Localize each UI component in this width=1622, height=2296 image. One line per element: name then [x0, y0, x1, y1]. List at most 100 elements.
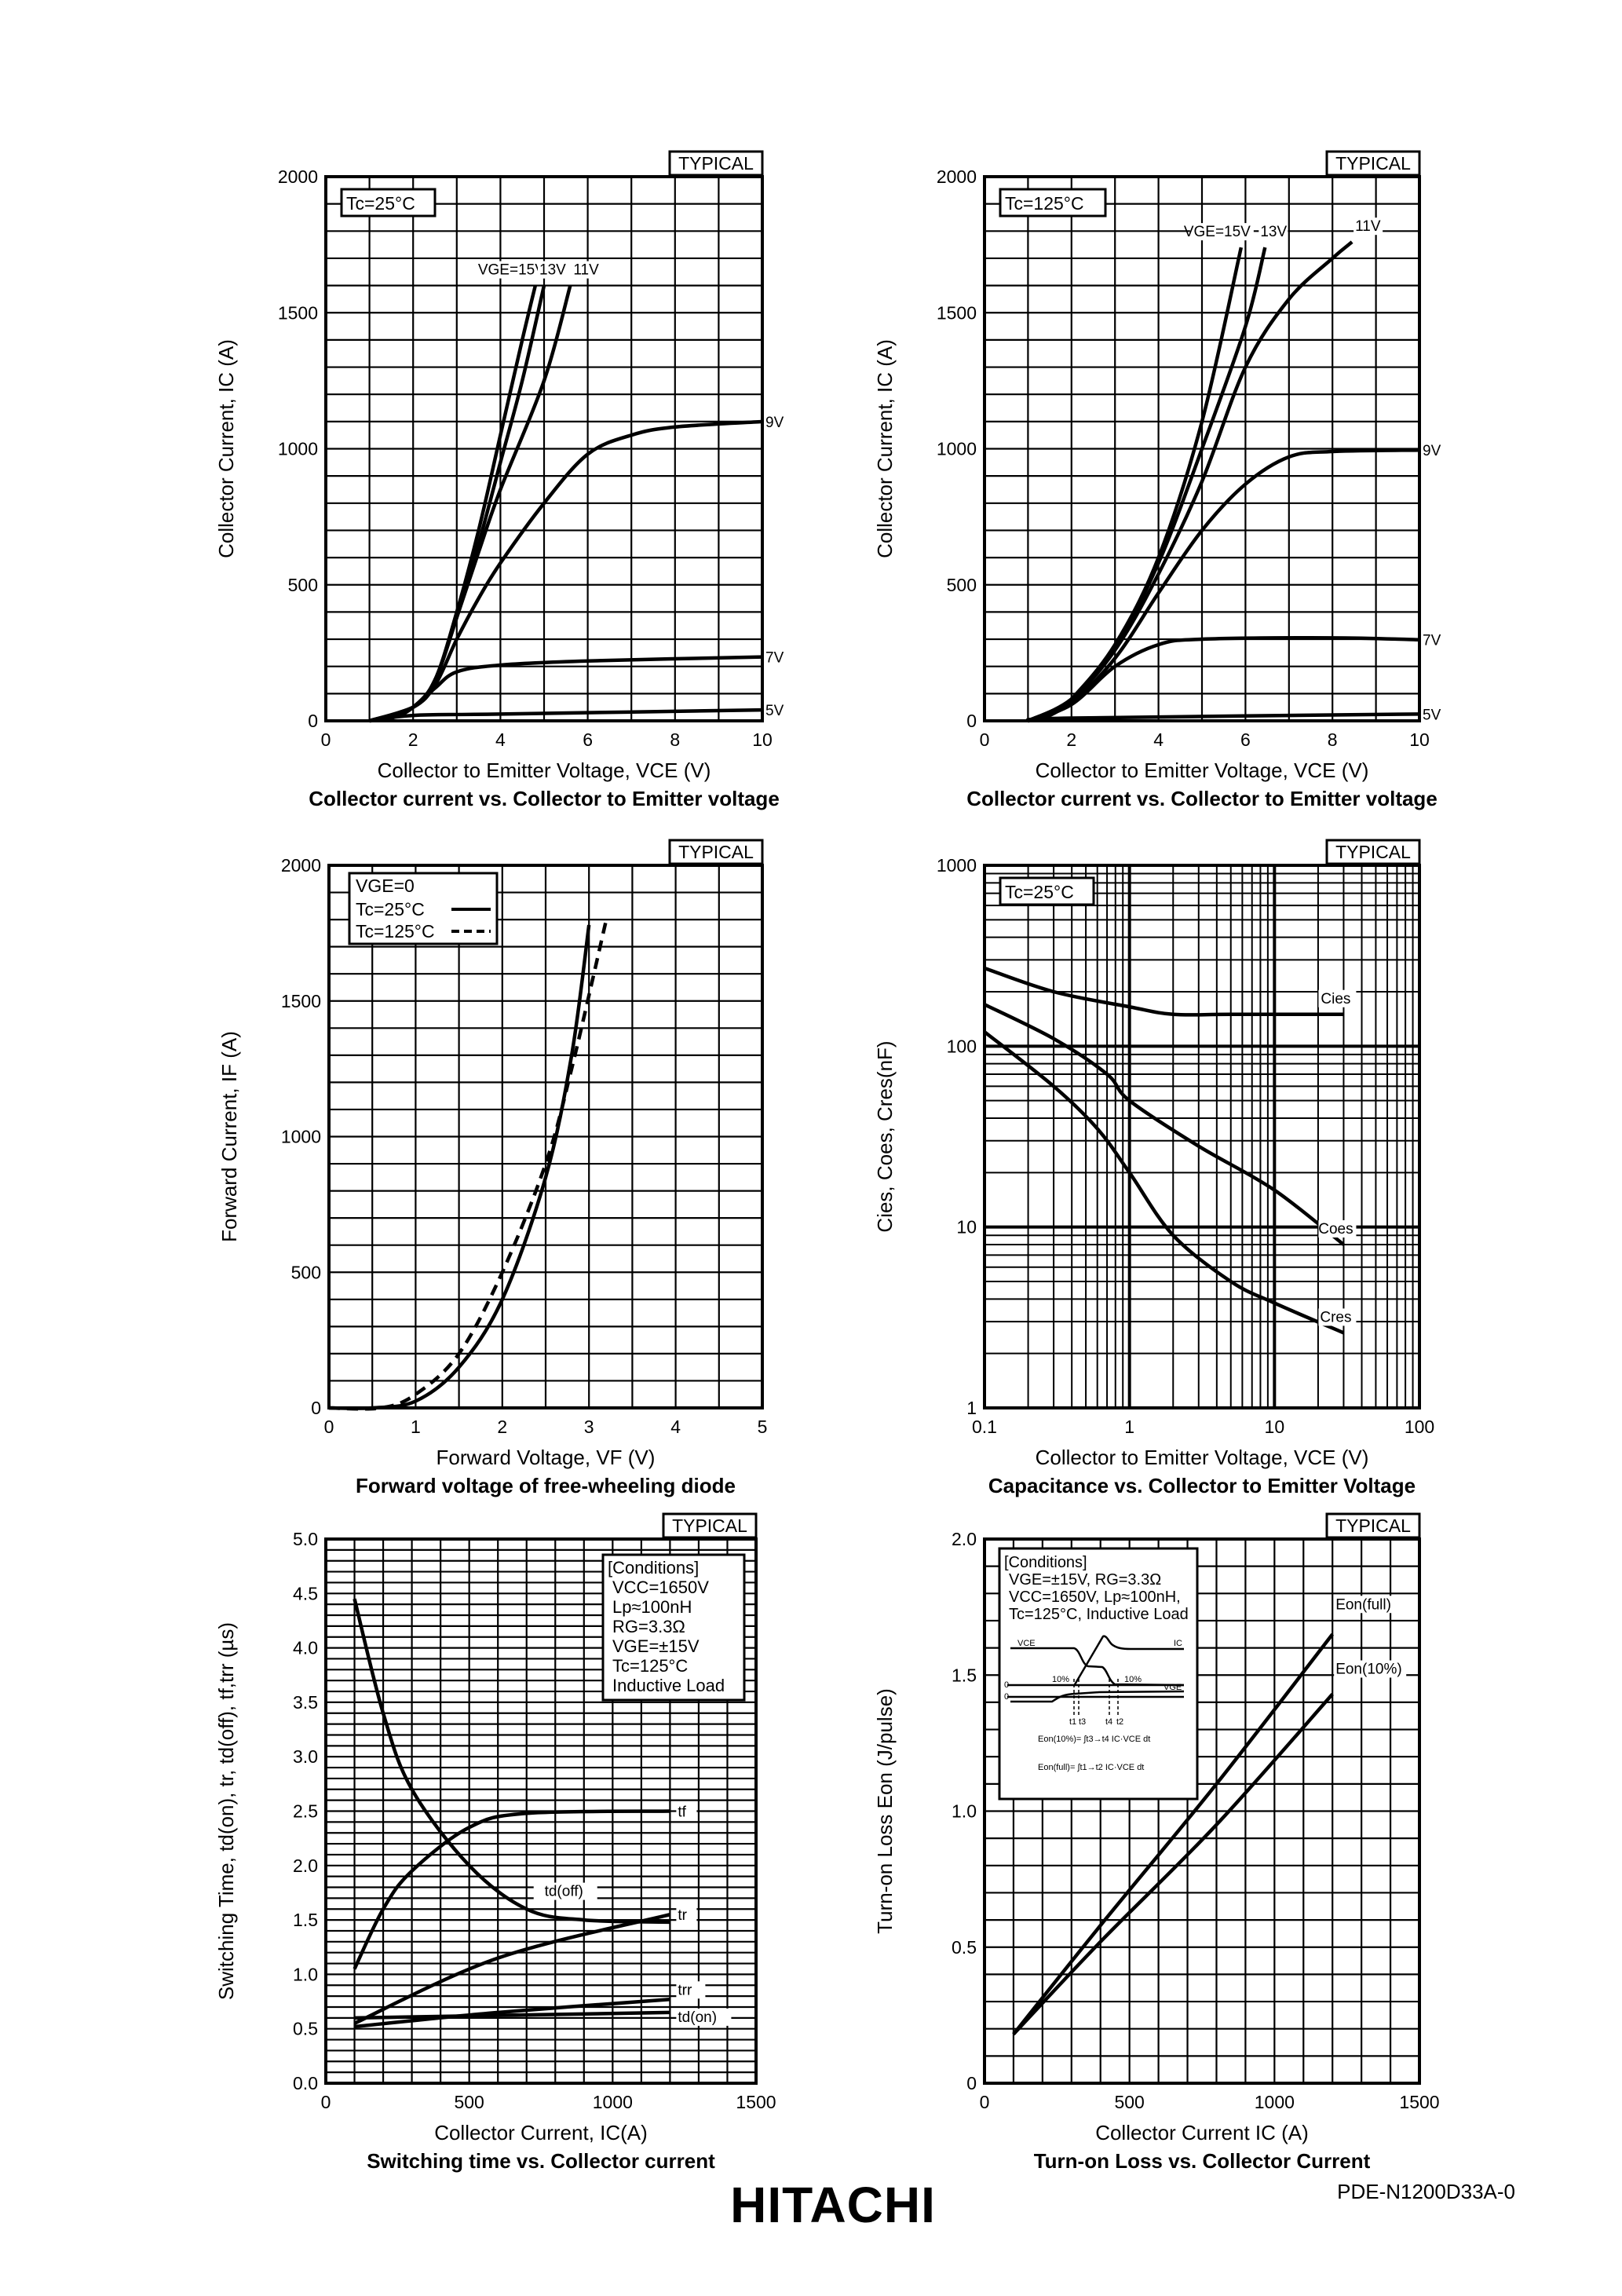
- series-label-bg: [676, 2008, 732, 2026]
- inset-label-pct1: 10%: [1052, 1675, 1069, 1684]
- y-tick-label: 2000: [278, 166, 318, 187]
- grid: [329, 865, 762, 1408]
- chart-title: Switching time vs. Collector current: [367, 2149, 715, 2173]
- series-line-cres: [983, 1030, 1345, 1335]
- series-line-vge-15v: [1027, 247, 1244, 723]
- y-tick-label: 1: [966, 1398, 977, 1418]
- y-tick-label: 500: [288, 575, 318, 595]
- series-line-5v: [369, 707, 763, 723]
- series-line-trr: [354, 1998, 670, 2029]
- y-tick-label: 3.0: [293, 1746, 318, 1767]
- series-label: Cres: [1320, 1309, 1351, 1325]
- series-label: 7V: [765, 650, 784, 667]
- series-label: tr: [678, 1907, 687, 1924]
- chart-title: Collector current vs. Collector to Emitt…: [309, 787, 780, 810]
- y-tick-label: 2000: [281, 855, 321, 876]
- x-tick-label: 4: [495, 729, 506, 750]
- conditions-line: Lp≈100nH: [612, 1597, 692, 1617]
- series-label-bg: [1353, 218, 1383, 236]
- x-tick-label: 2: [497, 1417, 507, 1437]
- inset-label-t4: t4: [1105, 1717, 1112, 1727]
- plot-frame: [983, 864, 1421, 1409]
- series-label-bg: [1334, 1660, 1407, 1678]
- series-label-bg: [572, 261, 601, 279]
- typical-badge: TYPICAL: [678, 842, 754, 862]
- x-tick-label: 500: [1114, 2092, 1144, 2112]
- inset-label-zero2: 0: [1004, 1692, 1009, 1702]
- series-label: td(off): [545, 1884, 583, 1900]
- series-label-bg: [676, 1803, 697, 1821]
- series-label-bg: [1334, 1596, 1416, 1614]
- y-tick-label: 0: [311, 1398, 321, 1418]
- grid: [985, 865, 1419, 1408]
- series-label: trr: [678, 1982, 692, 1998]
- inset-label-vce: VCE: [1017, 1639, 1036, 1648]
- y-tick-label: 0: [966, 711, 977, 731]
- series-line-9v: [368, 419, 763, 723]
- y-axis-label: Turn-on Loss Eon (J/pulse): [873, 1688, 897, 1934]
- legend-entry: Tc=25°C: [356, 899, 425, 919]
- hitachi-logo: HITACHI: [730, 2177, 936, 2233]
- y-tick-label: 1000: [937, 855, 977, 876]
- typical-badge-frame: [1325, 150, 1421, 177]
- x-axis-label: Collector to Emitter Voltage, VCE (V): [1036, 759, 1369, 782]
- x-tick-label: 3: [584, 1417, 594, 1437]
- series-line-vge-15v: [369, 285, 538, 723]
- x-tick-label: 0: [980, 2092, 990, 2112]
- y-tick-label: 1000: [937, 439, 977, 459]
- temperature-box: [999, 188, 1107, 218]
- y-tick-label: 4.0: [293, 1638, 318, 1658]
- x-tick-label: 8: [1328, 729, 1338, 750]
- ic-waveform: [1072, 1635, 1184, 1687]
- plot-frame: [327, 864, 764, 1409]
- series-label: 5V: [1423, 707, 1441, 723]
- conditions-line: VGE=±15V: [612, 1636, 700, 1656]
- typical-badge: TYPICAL: [1335, 842, 1411, 862]
- typical-badge: TYPICAL: [672, 1515, 747, 1536]
- series-line-td-on-: [354, 2010, 670, 2020]
- chart-title: Forward voltage of free-wheeling diode: [356, 1474, 736, 1497]
- y-tick-label: 2.5: [293, 1801, 318, 1822]
- temperature-label: Tc=25°C: [1005, 882, 1074, 902]
- series-line-cies: [984, 966, 1344, 1017]
- y-tick-label: 1500: [278, 302, 318, 323]
- grid: [326, 177, 762, 721]
- chart-title: Collector current vs. Collector to Emitt…: [966, 787, 1438, 810]
- chart-5: 0 500 1000 1500 0.0 0.5 1.0 1.5 2.0 2.5 3.0 3.5 4.0 4…: [214, 1512, 776, 2173]
- document-number: PDE-N1200D33A-0: [1337, 2180, 1515, 2203]
- x-tick-label: 2: [1066, 729, 1076, 750]
- series-label-bg: [484, 261, 548, 279]
- y-tick-label: 2000: [937, 166, 977, 187]
- y-tick-label: 5.0: [293, 1529, 318, 1549]
- chart-1: 0 2 4 6 8 10 0 500 1000 1500 2000 Collector to Emit…: [214, 150, 784, 810]
- y-tick-label: 100: [947, 1036, 977, 1056]
- chart-3: 0 1 2 3 4 5 0 500 1000 1500 2000 Forward Voltage, V…: [217, 839, 767, 1497]
- series-label-bg: [1421, 442, 1441, 460]
- conditions-line: Inductive Load: [612, 1676, 725, 1695]
- series-label-bg: [533, 1882, 597, 1900]
- y-tick-label: 0.0: [293, 2073, 318, 2093]
- x-tick-label: 1000: [593, 2092, 633, 2112]
- series-line-9v: [1027, 448, 1420, 723]
- series-line-eon-10-: [1012, 1693, 1334, 2036]
- series-label-bg: [764, 649, 784, 667]
- inset-label-t1: t1: [1069, 1717, 1076, 1727]
- inset-label-eonfull: Eon(full)= ∫t1→t2 IC·VCE dt: [1038, 1763, 1144, 1772]
- conditions-line: [Conditions]: [608, 1558, 699, 1578]
- y-tick-label: 2.0: [952, 1529, 977, 1549]
- series-label: 7V: [1423, 633, 1441, 649]
- series-line-tc-125-c: [328, 919, 608, 1411]
- temperature-box: [340, 188, 437, 218]
- typical-badge: TYPICAL: [678, 153, 754, 174]
- x-tick-label: 0: [980, 729, 990, 750]
- inset-label-ic: IC: [1174, 1639, 1182, 1648]
- y-axis-label: Cies, Coes, Cres(nF): [873, 1040, 897, 1232]
- series-label: VGE=15V: [1184, 224, 1251, 240]
- typical-badge: TYPICAL: [1335, 153, 1411, 174]
- y-tick-label: 3.5: [293, 1692, 318, 1713]
- y-axis-label: Switching Time, td(on), tr, td(off), tf,…: [214, 1622, 238, 2000]
- x-tick-label: 1: [1124, 1417, 1134, 1437]
- series-label: 9V: [765, 415, 784, 431]
- chart-title: Capacitance vs. Collector to Emitter Vol…: [988, 1474, 1416, 1497]
